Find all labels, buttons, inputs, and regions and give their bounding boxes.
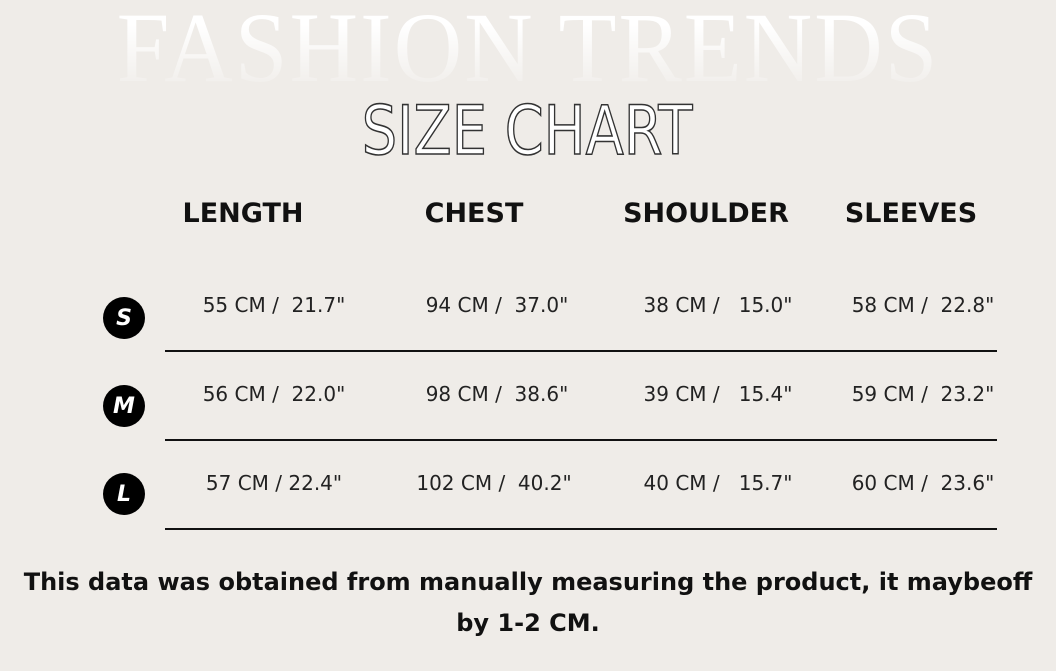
note-line-2: by 1-2 CM.	[456, 609, 600, 637]
cell-shoulder: 38 CM / 15.0"	[643, 293, 793, 317]
cell-sleeves: 60 CM / 23.6"	[851, 471, 995, 495]
cell-chest: 98 CM / 38.6"	[425, 382, 569, 406]
cell-shoulder: 40 CM / 15.7"	[643, 471, 793, 495]
column-header-sleeves: SLEEVES	[844, 198, 978, 229]
note-line-1: This data was obtained from manually mea…	[23, 568, 1033, 596]
column-header-chest: CHEST	[424, 198, 524, 229]
row-divider	[165, 528, 997, 530]
size-badge-l: L	[103, 473, 145, 515]
column-header-shoulder: SHOULDER	[623, 198, 789, 229]
cell-chest: 94 CM / 37.0"	[425, 293, 569, 317]
cell-sleeves: 58 CM / 22.8"	[851, 293, 995, 317]
cell-chest: 102 CM / 40.2"	[416, 471, 572, 495]
row-divider	[165, 350, 997, 352]
cell-length: 55 CM / 21.7"	[202, 293, 346, 317]
row-divider	[165, 439, 997, 441]
cell-length: 56 CM / 22.0"	[202, 382, 346, 406]
cell-length: 57 CM / 22.4"	[205, 471, 343, 495]
size-badge-s: S	[103, 297, 145, 339]
column-header-length: LENGTH	[182, 198, 304, 229]
size-badge-m: M	[103, 385, 145, 427]
page-title: SIZE CHART	[361, 91, 693, 172]
cell-sleeves: 59 CM / 23.2"	[851, 382, 995, 406]
cell-shoulder: 39 CM / 15.4"	[643, 382, 793, 406]
measurement-note: This data was obtained from manually mea…	[0, 562, 1056, 644]
background-watermark-title: FASHION TRENDS	[26, 0, 1029, 98]
